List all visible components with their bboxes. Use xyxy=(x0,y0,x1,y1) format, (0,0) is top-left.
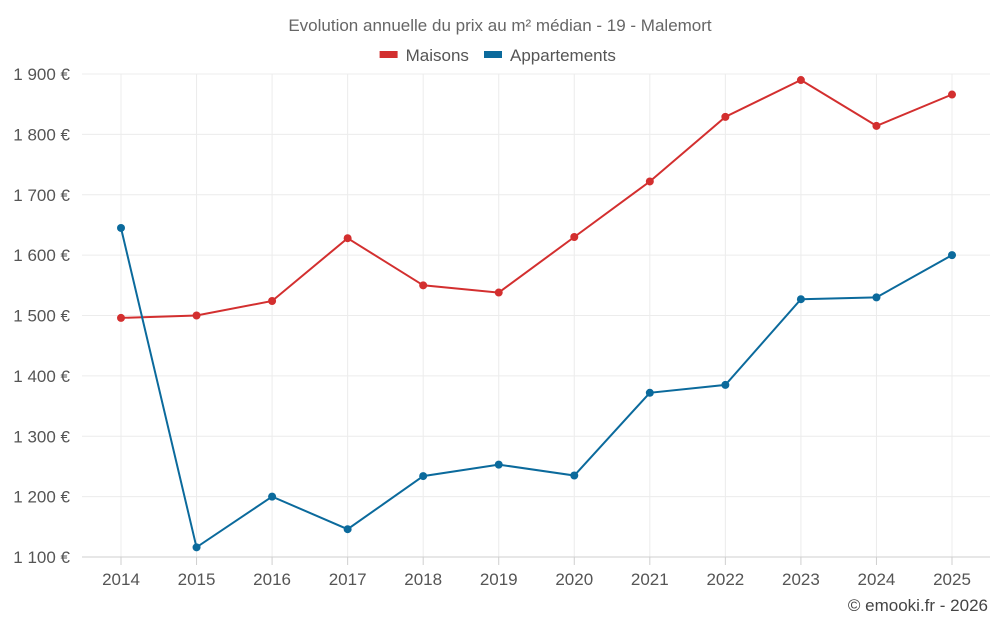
legend-label-appartements: Appartements xyxy=(510,46,616,65)
x-tick-label: 2019 xyxy=(480,570,518,589)
data-point-maisons xyxy=(494,288,503,297)
data-point-maisons xyxy=(419,281,428,290)
grid-layer xyxy=(82,73,990,557)
chart-title: Evolution annuelle du prix au m² médian … xyxy=(288,16,712,35)
x-tick-label: 2017 xyxy=(329,570,367,589)
x-tick-label: 2024 xyxy=(858,570,896,589)
legend-label-maisons: Maisons xyxy=(406,46,469,65)
data-point-appartements xyxy=(872,293,881,302)
x-tick-label: 2016 xyxy=(253,570,291,589)
credit-text: © emooki.fr - 2026 xyxy=(848,596,988,615)
series-line-appartements xyxy=(120,227,953,549)
data-point-appartements xyxy=(948,251,956,260)
x-tick-label: 2023 xyxy=(782,570,820,589)
data-point-appartements xyxy=(645,388,654,397)
data-point-appartements xyxy=(192,543,201,552)
legend-swatch-appartements xyxy=(484,51,502,58)
y-tick-label: 1 900 € xyxy=(13,65,70,84)
data-point-appartements xyxy=(419,472,428,481)
data-point-appartements xyxy=(117,223,125,232)
data-point-appartements xyxy=(343,525,352,534)
data-point-maisons xyxy=(117,313,125,322)
y-tick-label: 1 500 € xyxy=(13,307,70,326)
series-line-maisons xyxy=(120,78,953,319)
data-point-maisons xyxy=(721,112,730,121)
data-point-maisons xyxy=(343,234,352,243)
data-point-maisons xyxy=(645,177,654,186)
x-tick-label: 2022 xyxy=(706,570,744,589)
data-point-maisons xyxy=(872,121,881,130)
legend-item-appartements[interactable]: Appartements xyxy=(484,46,616,65)
data-point-maisons xyxy=(268,297,277,306)
data-point-appartements xyxy=(268,492,277,501)
data-point-appartements xyxy=(494,460,503,469)
data-point-maisons xyxy=(192,311,201,320)
data-point-maisons xyxy=(948,90,956,99)
data-point-appartements xyxy=(570,471,579,480)
chart-legend: Maisons Appartements xyxy=(379,46,616,65)
axis-layer: 1 900 € 1 800 € 1 700 € 1 600 € 1 500 € 1 400… xyxy=(13,65,990,589)
y-tick-label: 1 700 € xyxy=(13,186,70,205)
y-tick-label: 1 100 € xyxy=(13,548,70,567)
y-tick-label: 1 800 € xyxy=(13,125,70,144)
data-point-appartements xyxy=(721,380,730,389)
x-tick-label: 2025 xyxy=(933,570,971,589)
y-tick-label: 1 200 € xyxy=(13,488,70,507)
data-point-maisons xyxy=(796,76,805,85)
series-layer xyxy=(117,76,956,552)
data-point-maisons xyxy=(570,233,579,242)
y-tick-label: 1 600 € xyxy=(13,246,70,265)
x-tick-label: 2021 xyxy=(631,570,669,589)
x-tick-label: 2020 xyxy=(555,570,593,589)
y-tick-label: 1 400 € xyxy=(13,367,70,386)
legend-swatch-maisons xyxy=(379,51,398,58)
x-tick-label: 2014 xyxy=(102,570,140,589)
y-tick-label: 1 300 € xyxy=(13,427,70,446)
legend-item-maisons[interactable]: Maisons xyxy=(379,46,469,65)
x-tick-label: 2018 xyxy=(404,570,442,589)
data-point-appartements xyxy=(796,295,805,304)
x-tick-label: 2015 xyxy=(178,570,216,589)
